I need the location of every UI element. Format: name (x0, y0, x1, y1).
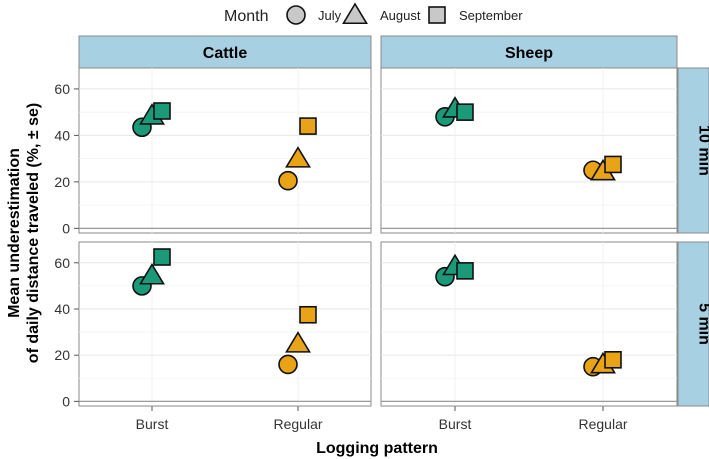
point-cattle-5-min-regular-july (278, 354, 298, 375)
legend-title: Month (224, 8, 268, 25)
facet-label-cattle: Cattle (203, 45, 248, 62)
y-tick-label-5-min-60: 60 (54, 255, 70, 271)
point-cattle-10-min-regular-september (299, 117, 317, 135)
x-axis-title: Logging pattern (316, 440, 438, 457)
point-cattle-10-min-regular-august (285, 146, 311, 168)
facet-label-sheep: Sheep (505, 45, 553, 62)
facet-strip-cattle (78, 35, 372, 69)
y-tick-label-10-min-20: 20 (54, 174, 70, 190)
point-cattle-5-min-regular-september (299, 305, 317, 324)
y-tick-label-5-min-0: 0 (62, 393, 70, 409)
panel-sheep-5-min (380, 241, 678, 407)
point-sheep-10-min-burst-september (456, 103, 474, 121)
facet-strip-10-min (677, 67, 709, 234)
point-cattle-5-min-regular-august (285, 331, 311, 353)
y-axis-title-line2: of daily distance traveled (%, ± se) (25, 103, 42, 363)
legend-marker-july (286, 5, 306, 25)
legend-label-august: August (380, 8, 421, 23)
x-tick-label-cattle-regular: Regular (273, 416, 322, 432)
x-tick-label-sheep-burst: Burst (439, 416, 472, 432)
facet-label-10-min: 10 min (696, 125, 709, 176)
point-sheep-10-min-regular-september (604, 155, 622, 174)
x-tick-label-cattle-burst: Burst (136, 416, 169, 432)
legend: Month July August September (224, 2, 523, 25)
point-cattle-10-min-burst-september (153, 102, 171, 120)
panel-cattle-5-min (78, 241, 372, 407)
x-tick-label-sheep-regular: Regular (578, 416, 627, 432)
legend-label-september: September (459, 8, 523, 23)
facet-strip-5-min (677, 241, 709, 407)
y-tick-label-5-min-20: 20 (54, 347, 70, 363)
y-tick-label-10-min-60: 60 (54, 81, 70, 97)
point-cattle-5-min-burst-september (153, 248, 171, 266)
point-cattle-5-min-burst-august (139, 262, 165, 285)
y-axis-title-line1: Mean underestimation (6, 148, 23, 318)
point-cattle-10-min-regular-july (278, 170, 298, 191)
y-tick-label-10-min-40: 40 (54, 127, 70, 143)
y-tick-label-5-min-40: 40 (54, 301, 70, 317)
point-sheep-5-min-regular-september (604, 351, 622, 369)
panel-cattle-10-min (78, 67, 372, 234)
legend-marker-august (342, 2, 368, 25)
point-sheep-5-min-burst-september (456, 262, 474, 280)
legend-label-july: July (318, 8, 342, 23)
facet-label-5-min: 5 min (696, 303, 709, 345)
facet-strip-sheep (380, 35, 678, 69)
legend-marker-september (428, 6, 446, 24)
panel-sheep-10-min (380, 67, 678, 234)
y-tick-label-10-min-0: 0 (62, 220, 70, 236)
